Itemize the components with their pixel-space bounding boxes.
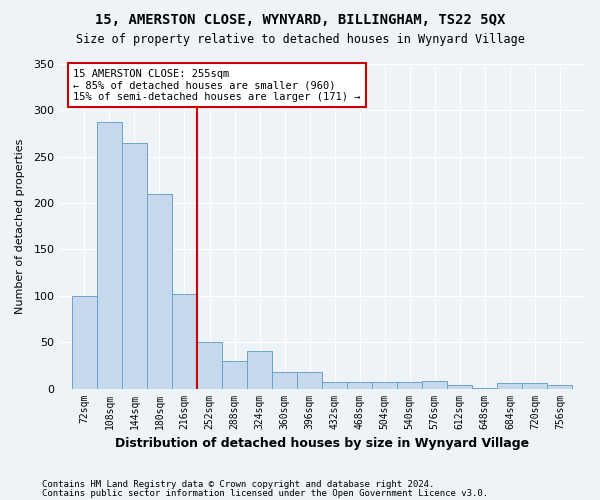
Bar — [347, 382, 372, 388]
Bar — [547, 385, 572, 388]
Bar — [222, 360, 247, 388]
Bar — [272, 372, 297, 388]
Bar — [448, 385, 472, 388]
Bar — [372, 382, 397, 388]
Bar — [322, 382, 347, 388]
Text: Contains HM Land Registry data © Crown copyright and database right 2024.: Contains HM Land Registry data © Crown c… — [42, 480, 434, 489]
Text: Size of property relative to detached houses in Wynyard Village: Size of property relative to detached ho… — [76, 32, 524, 46]
X-axis label: Distribution of detached houses by size in Wynyard Village: Distribution of detached houses by size … — [115, 437, 529, 450]
Bar — [97, 122, 122, 388]
Y-axis label: Number of detached properties: Number of detached properties — [15, 138, 25, 314]
Bar — [297, 372, 322, 388]
Text: 15 AMERSTON CLOSE: 255sqm
← 85% of detached houses are smaller (960)
15% of semi: 15 AMERSTON CLOSE: 255sqm ← 85% of detac… — [73, 68, 361, 102]
Bar — [523, 383, 547, 388]
Text: 15, AMERSTON CLOSE, WYNYARD, BILLINGHAM, TS22 5QX: 15, AMERSTON CLOSE, WYNYARD, BILLINGHAM,… — [95, 12, 505, 26]
Bar — [422, 381, 448, 388]
Bar — [497, 383, 523, 388]
Bar — [72, 296, 97, 388]
Bar — [147, 194, 172, 388]
Bar — [122, 143, 147, 388]
Text: Contains public sector information licensed under the Open Government Licence v3: Contains public sector information licen… — [42, 489, 488, 498]
Bar — [247, 352, 272, 389]
Bar — [197, 342, 222, 388]
Bar — [172, 294, 197, 388]
Bar — [397, 382, 422, 388]
